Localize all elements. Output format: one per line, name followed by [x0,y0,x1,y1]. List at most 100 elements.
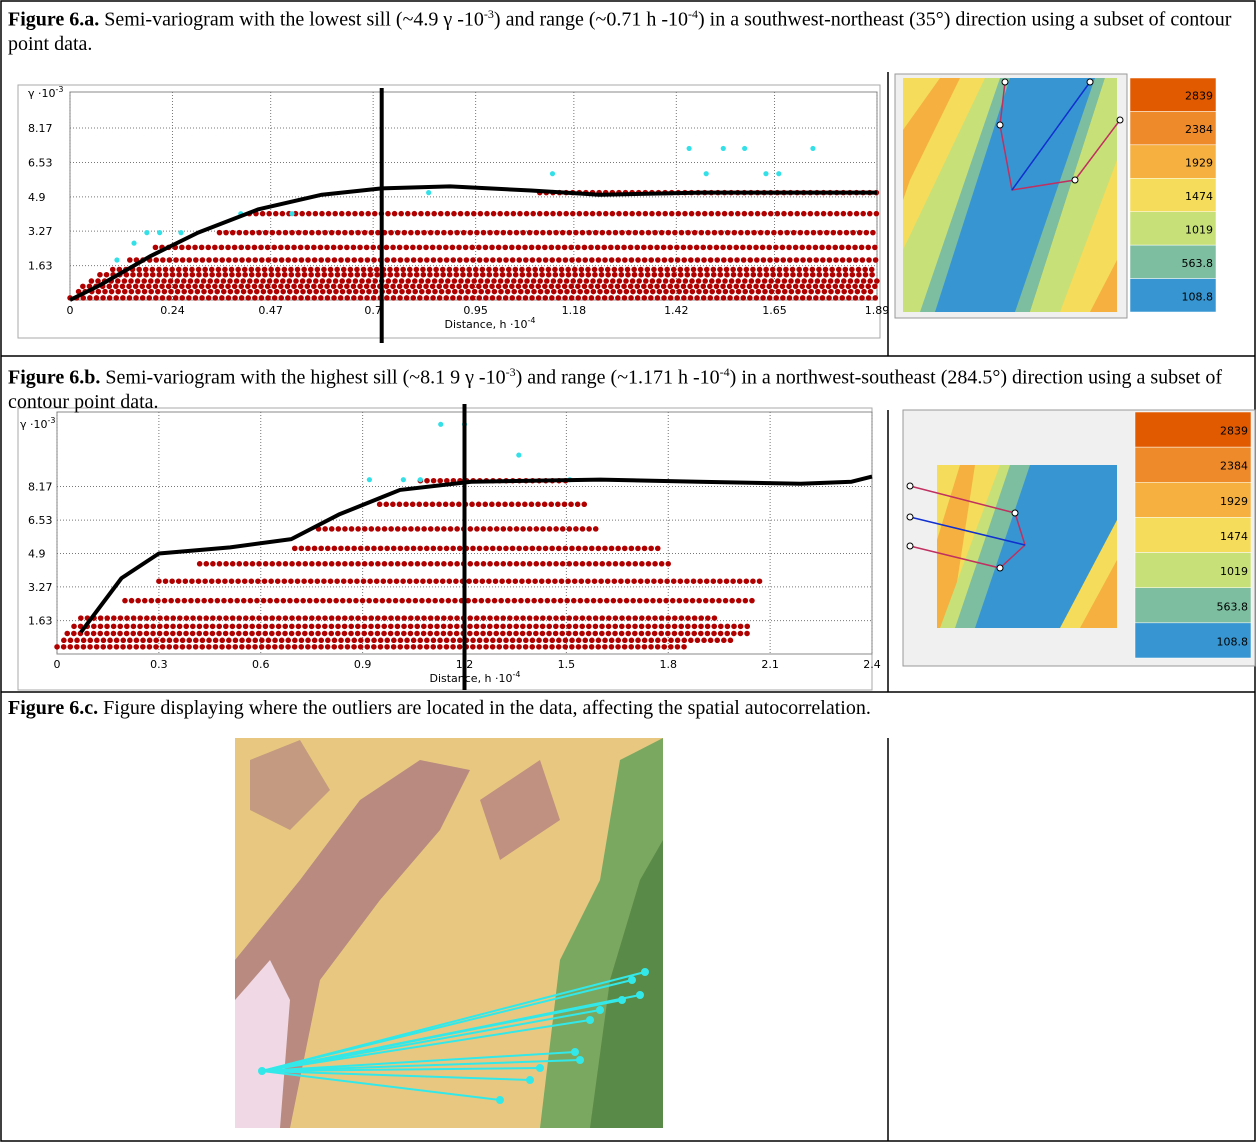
outlier-point [426,190,432,196]
x-axis-label-sup: -4 [528,316,536,325]
outlier-point [720,145,726,152]
legend-swatch [1129,211,1217,246]
x-tick-label: 1.89 [865,304,890,317]
x-axis-label-text: Distance, h ·10 [444,318,527,331]
x-tick-label: 1.65 [762,304,787,317]
legend-label: 2839 [1220,425,1248,438]
outlier-point [178,230,184,236]
legend-label: 2839 [1185,90,1213,103]
model-curve [79,474,873,634]
legend-swatch [1134,622,1252,659]
map-a [894,73,1128,319]
caption-sup: -4 [719,365,730,379]
legend-label: 2384 [1220,460,1248,473]
y-axis-label-sup: -3 [56,85,64,94]
y-tick-label: 6.53 [28,514,53,527]
x-tick-label: 0 [67,304,74,317]
x-tick-label: 0.6 [252,658,270,671]
legend-label: 1019 [1220,565,1248,578]
caption-a: Figure 6.a. Semi-variogram with the lowe… [8,2,1248,56]
outlier-point [763,171,769,177]
y-tick-label: 4.9 [28,548,46,561]
caption-sup: -3 [505,365,516,379]
caption-b: Figure 6.b. Semi-variogram with the high… [8,360,1248,414]
y-tick-label: 6.53 [28,157,53,170]
x-axis-label: Distance, h ·10-4 [429,670,520,685]
legend-label: 563.8 [1182,257,1214,270]
legend-swatch [1134,517,1252,553]
x-tick-label: 1.18 [562,304,587,317]
caption-c: Figure 6.c. Figure displaying where the … [8,696,1248,720]
legend-label: 1474 [1220,530,1248,543]
outlier-point [742,145,748,152]
legend-swatch [1129,178,1217,212]
x-tick-label: 0.47 [258,304,283,317]
outlier-point [366,477,373,483]
outlier-point [438,421,444,427]
y-axis-label: γ ·10-3 [28,85,63,100]
caption-text: ) and range (~0.71 h -10 [493,8,688,31]
outlier-point [289,211,295,217]
outlier-point [776,171,782,177]
x-tick-label: 0 [54,658,61,671]
caption-label: Figure 6.c. [8,697,99,719]
x-tick-label: 2.4 [863,658,881,671]
caption-text: ) and range (~1.171 h -10 [515,366,720,389]
x-tick-label: 2.1 [761,658,779,671]
y-tick-label: 4.9 [28,191,46,204]
outlier-point [114,257,120,263]
legend-swatch [1134,482,1252,518]
y-axis-label-text: γ ·10 [20,418,48,431]
y-axis-label-text: γ ·10 [28,87,56,100]
x-tick-label: 0.24 [160,304,185,317]
legend-label: 2384 [1185,123,1213,136]
legend-swatch [1129,278,1217,313]
outlier-point [400,477,406,483]
caption-text: Semi-variogram with the lowest sill (~4.… [99,8,484,31]
outlier-map [235,738,663,1128]
legend-label: 1929 [1185,157,1213,170]
outlier-point [157,230,163,236]
x-tick-label: 1.8 [660,658,678,671]
y-axis-label: γ ·10-3 [20,416,55,431]
legend-swatch [1134,552,1252,588]
legend-label: 1019 [1185,223,1213,236]
caption-sup: -4 [688,7,698,21]
legend-label: 108.8 [1217,635,1249,648]
x-tick-label: 1.42 [664,304,689,317]
model-curve [69,184,877,302]
y-tick-label: 3.27 [28,225,53,238]
caption-text: Semi-variogram with the highest sill (~8… [100,366,506,389]
outlier-point [144,230,150,236]
legend-swatch [1129,111,1217,146]
y-tick-label: 8.17 [28,480,53,493]
legend-swatch [1129,244,1217,279]
x-tick-label: 0.9 [354,658,372,671]
x-tick-label: 0.7 [364,304,382,317]
outlier-point [810,145,816,152]
outlier-point [703,171,709,177]
caption-label: Figure 6.b. [8,366,101,389]
legend-swatch [1134,587,1252,624]
x-axis-label: Distance, h ·10-4 [444,316,535,331]
legend-swatch [1134,446,1252,483]
outlier-point [516,452,522,458]
caption-text: Figure displaying where the outliers are… [98,697,871,719]
y-tick-label: 8.17 [28,122,53,135]
legend-label: 1474 [1185,190,1213,203]
legend-label: 1929 [1220,495,1248,508]
outlier-point [549,171,556,177]
x-tick-label: 1.5 [558,658,576,671]
legend-swatch [1129,144,1217,179]
outlier-point [417,477,423,483]
y-tick-label: 1.63 [28,260,53,273]
legend-label: 108.8 [1182,290,1214,303]
y-axis-label-sup: -3 [48,416,56,425]
legend-swatch [1134,411,1252,448]
caption-label: Figure 6.a. [8,8,100,31]
outlier-point [131,240,137,246]
x-axis-label-text: Distance, h ·10 [429,672,512,685]
legend-swatch [1129,77,1217,112]
